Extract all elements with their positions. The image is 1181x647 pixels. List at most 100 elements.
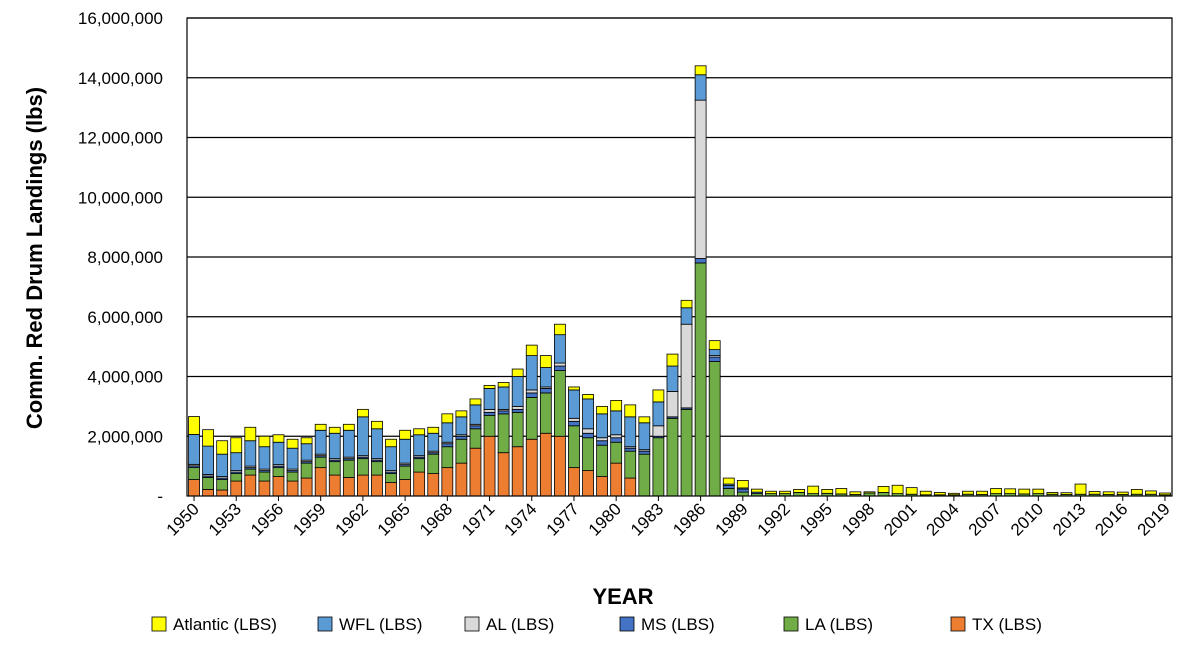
bar-segment [736, 488, 749, 493]
bar-segment [511, 408, 524, 413]
bar-segment [427, 453, 440, 474]
bar-segment [342, 423, 355, 431]
bar-segment [610, 399, 623, 412]
x-tick-label: 1956 [247, 499, 287, 539]
bar-segment [216, 440, 229, 455]
bar-segment [624, 447, 637, 452]
bar-segment [835, 488, 848, 495]
legend-swatch [317, 616, 333, 632]
bar-segment [694, 258, 707, 264]
bar-segment [765, 490, 777, 495]
bar-segment [596, 476, 608, 497]
bar-segment [1046, 492, 1059, 495]
x-tick-label: 1977 [543, 499, 583, 539]
bar-segment [666, 353, 679, 367]
bar-segment [525, 438, 538, 497]
bar-segment [582, 432, 594, 439]
bar-segment [441, 413, 454, 424]
bar-segment [272, 434, 285, 443]
bar-segment [483, 408, 496, 413]
bar-segment [568, 389, 580, 419]
bar-segment [554, 365, 566, 371]
bar-segment [258, 471, 271, 482]
bar-segment [680, 299, 693, 309]
bar-segment [539, 388, 552, 394]
x-tick-label: 2013 [1049, 499, 1089, 539]
bar-segment [976, 490, 988, 495]
bar-segment [596, 444, 608, 477]
bar-segment [948, 492, 960, 496]
bar-segment [568, 386, 580, 391]
bar-segment [399, 479, 411, 497]
bar-segment [610, 434, 623, 439]
x-tick-label: 2010 [1007, 499, 1047, 539]
bar-segment [1074, 483, 1087, 495]
bar-segment [582, 398, 594, 430]
bar-segment [582, 437, 594, 471]
x-tick-label: 1968 [416, 499, 456, 539]
bar-segment [469, 425, 482, 430]
bar-segment [610, 441, 623, 464]
bar-segment [638, 450, 651, 455]
bar-segment [230, 473, 243, 482]
y-tick-label: 12,000,000 [78, 129, 163, 148]
bar-segment [638, 422, 651, 451]
y-tick-label: 2,000,000 [87, 427, 163, 446]
bar-segment [188, 416, 200, 435]
bar-segment [483, 414, 496, 437]
bar-segment [258, 446, 271, 470]
bar-segment [596, 440, 608, 446]
bar-segment [1116, 491, 1129, 495]
bar-segment [821, 489, 834, 494]
bar-segment [258, 480, 271, 497]
bar-segment [441, 422, 454, 443]
x-tick-label: 1959 [289, 499, 329, 539]
bar-segment [539, 355, 552, 368]
legend: Atlantic (LBS) WFL (LBS) AL (LBS) MS (LBS) L… [151, 615, 1042, 634]
y-tick-label: 14,000,000 [78, 69, 163, 88]
bar-segment [1032, 488, 1045, 495]
bar-segment [413, 434, 426, 457]
bar-segment [385, 482, 397, 497]
bar-segment [357, 416, 369, 457]
bar-segment [455, 410, 468, 418]
legend-swatch [464, 616, 480, 632]
bar-segment [1159, 492, 1171, 496]
bar-segment [469, 447, 482, 497]
bar-segment [244, 426, 257, 442]
bar-segment [413, 428, 426, 436]
bar-segment [582, 470, 594, 497]
bar-segment [272, 467, 285, 477]
bar-segment [399, 465, 411, 480]
bar-segment [371, 428, 383, 460]
bar-segment [497, 386, 510, 410]
bar-segment [582, 428, 594, 434]
bar-segment [708, 356, 721, 362]
bar-segment [300, 443, 313, 461]
bar-segment [539, 432, 552, 497]
x-tick-label: 2019 [1134, 499, 1174, 539]
y-tick-label: - [157, 487, 163, 506]
x-tick-label: 1974 [500, 499, 540, 539]
bar-segment [342, 429, 355, 458]
bar-segment [469, 404, 482, 425]
bar-segment [779, 490, 791, 495]
x-tick-label: 2001 [880, 499, 920, 539]
bar-segment [328, 432, 341, 460]
bar-segment [568, 425, 580, 469]
bar-segment [188, 467, 200, 480]
bar-segment [483, 385, 496, 389]
bar-segment [596, 437, 608, 442]
bar-segment [694, 65, 707, 76]
bar-segment [694, 99, 707, 259]
bar-segment [272, 441, 285, 466]
x-tick-label: 1989 [711, 499, 751, 539]
bar-segment [371, 461, 383, 476]
bar-segment [511, 411, 524, 448]
bar-segment [371, 420, 383, 430]
bar-segment [202, 445, 214, 475]
bar-segment [722, 488, 735, 497]
x-axis-title: YEAR [592, 584, 653, 609]
bar-segment [596, 413, 608, 439]
bar-segment [469, 428, 482, 449]
